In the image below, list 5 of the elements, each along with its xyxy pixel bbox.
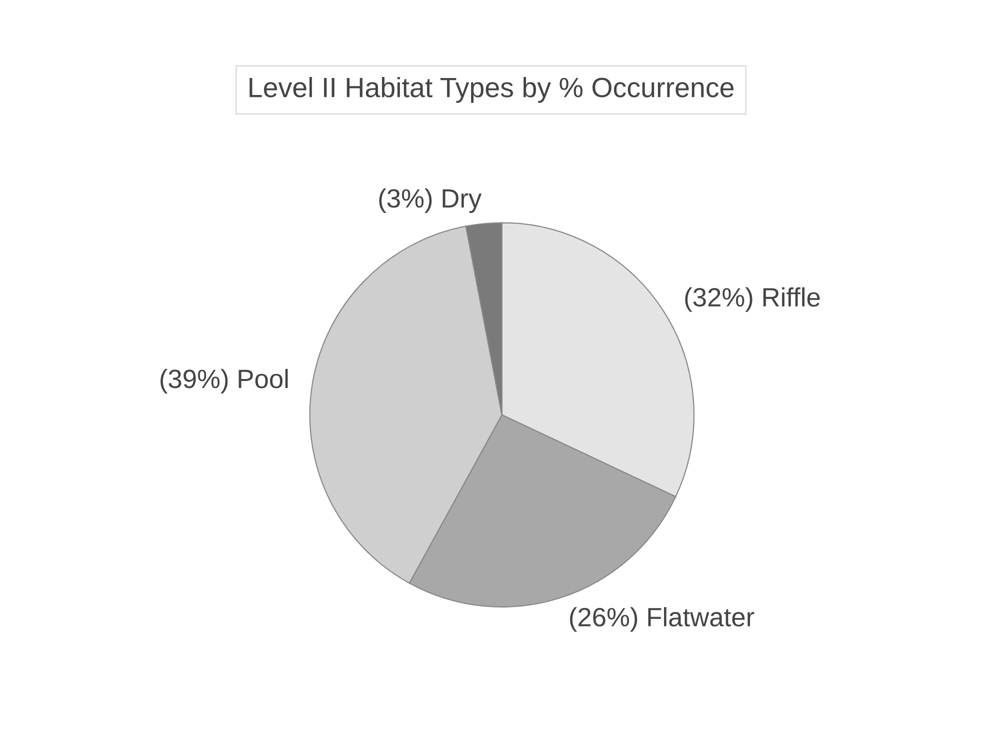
slice-label: (3%) Dry [379, 188, 482, 213]
slice-label: (26%) Flatwater [570, 607, 754, 632]
chart-title: Level II Habitat Types by % Occurrence [250, 76, 734, 103]
slice-label: (39%) Pool [160, 368, 288, 394]
slice-label: (32%) Riffle [685, 287, 820, 312]
